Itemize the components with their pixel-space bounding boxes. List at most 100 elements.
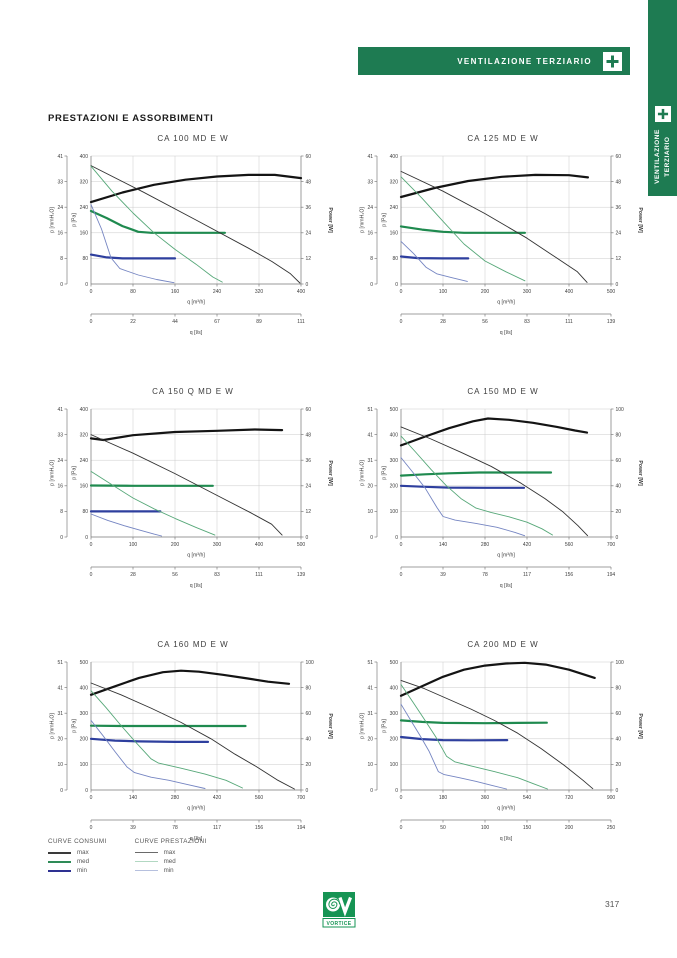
legend-item: med xyxy=(48,857,107,866)
svg-text:p [mmH₂O]: p [mmH₂O] xyxy=(360,207,366,233)
svg-text:41: 41 xyxy=(367,154,373,160)
svg-text:10: 10 xyxy=(367,762,373,768)
svg-text:280: 280 xyxy=(481,542,490,548)
svg-text:51: 51 xyxy=(367,407,373,413)
svg-text:39: 39 xyxy=(130,825,136,831)
svg-text:160: 160 xyxy=(171,289,180,295)
svg-text:300: 300 xyxy=(390,711,399,717)
curve-prestazioni-med xyxy=(400,176,526,282)
svg-text:0: 0 xyxy=(395,788,398,794)
legend-group-title: CURVE PRESTAZIONI xyxy=(134,838,207,845)
svg-text:0: 0 xyxy=(400,319,403,325)
svg-text:400: 400 xyxy=(390,685,399,691)
medical-cross-icon xyxy=(603,51,622,71)
svg-text:100: 100 xyxy=(390,762,399,768)
legend-group: CURVE CONSUMI max med min xyxy=(48,838,107,875)
svg-text:100: 100 xyxy=(616,660,625,666)
logo-text: VORTICE xyxy=(326,921,351,927)
svg-text:0: 0 xyxy=(85,788,88,794)
svg-text:400: 400 xyxy=(80,154,89,160)
curve-consumi-min xyxy=(89,737,210,744)
svg-text:q [m³/h]: q [m³/h] xyxy=(497,300,515,306)
vortice-logo: VORTICE xyxy=(322,891,356,933)
curve-consumi-med xyxy=(399,471,553,477)
svg-text:Power [W]: Power [W] xyxy=(637,460,643,486)
svg-text:12: 12 xyxy=(306,509,312,515)
svg-text:80: 80 xyxy=(130,289,136,295)
svg-text:280: 280 xyxy=(171,795,180,801)
curve-prestazioni-med xyxy=(90,470,216,536)
svg-text:8: 8 xyxy=(60,256,63,262)
svg-text:0: 0 xyxy=(306,788,309,794)
svg-text:20: 20 xyxy=(616,509,622,515)
curve-consumi-max xyxy=(89,669,291,696)
curve-consumi-min xyxy=(399,735,509,742)
svg-text:100: 100 xyxy=(481,825,490,831)
curve-prestazioni-max xyxy=(90,165,301,284)
legend-item: min xyxy=(134,866,207,875)
curve-prestazioni-max xyxy=(90,682,295,790)
svg-text:0: 0 xyxy=(90,795,93,801)
svg-text:194: 194 xyxy=(607,572,616,578)
svg-text:80: 80 xyxy=(82,509,88,515)
svg-text:400: 400 xyxy=(390,432,399,438)
svg-text:q [l/s]: q [l/s] xyxy=(190,836,203,842)
curve-prestazioni-max xyxy=(90,434,283,536)
svg-text:300: 300 xyxy=(523,289,532,295)
svg-text:320: 320 xyxy=(390,179,399,185)
svg-text:320: 320 xyxy=(80,432,89,438)
svg-text:33: 33 xyxy=(57,432,63,438)
chart-canvas: 0102031415101002003004005000204060801000… xyxy=(360,660,644,842)
curve-prestazioni-min xyxy=(90,204,175,284)
svg-text:100: 100 xyxy=(439,289,448,295)
curve-prestazioni-max xyxy=(400,170,588,283)
curve-prestazioni-max xyxy=(400,679,594,790)
svg-text:700: 700 xyxy=(607,542,616,548)
svg-text:41: 41 xyxy=(367,432,373,438)
legend-line-swatch xyxy=(134,852,158,853)
svg-text:p [mmH₂O]: p [mmH₂O] xyxy=(360,713,366,739)
curve-consumi-med xyxy=(399,719,548,725)
svg-text:200: 200 xyxy=(565,825,574,831)
svg-text:16: 16 xyxy=(57,484,63,490)
svg-text:400: 400 xyxy=(255,542,264,548)
svg-text:60: 60 xyxy=(616,711,622,717)
svg-text:0: 0 xyxy=(90,572,93,578)
svg-text:80: 80 xyxy=(392,256,398,262)
svg-text:q [m³/h]: q [m³/h] xyxy=(497,553,515,559)
svg-text:31: 31 xyxy=(367,458,373,464)
svg-text:160: 160 xyxy=(80,484,89,490)
curve-prestazioni-max xyxy=(400,426,589,537)
svg-text:194: 194 xyxy=(297,825,306,831)
legend-line-swatch xyxy=(48,860,71,863)
svg-text:41: 41 xyxy=(367,685,373,691)
svg-text:240: 240 xyxy=(80,205,89,211)
svg-text:500: 500 xyxy=(390,660,399,666)
spiral-icon xyxy=(328,898,341,909)
svg-text:20: 20 xyxy=(367,484,373,490)
svg-text:160: 160 xyxy=(390,231,399,237)
curve-consumi-max xyxy=(399,173,589,199)
svg-text:0: 0 xyxy=(395,535,398,541)
curve-consumi-min xyxy=(399,484,526,489)
svg-text:p [mmH₂O]: p [mmH₂O] xyxy=(360,460,366,486)
svg-text:24: 24 xyxy=(306,231,312,237)
svg-text:139: 139 xyxy=(607,319,616,325)
svg-text:12: 12 xyxy=(306,256,312,262)
curve-prestazioni-min xyxy=(90,719,206,789)
svg-text:p [Pa]: p [Pa] xyxy=(382,466,388,480)
svg-text:0: 0 xyxy=(90,542,93,548)
svg-text:60: 60 xyxy=(306,154,312,160)
svg-text:200: 200 xyxy=(481,289,490,295)
svg-text:0: 0 xyxy=(370,535,373,541)
svg-text:31: 31 xyxy=(367,711,373,717)
svg-text:24: 24 xyxy=(616,231,622,237)
chart-title: CA 150 Q MD E W xyxy=(152,387,234,396)
chart-canvas: 0102031415101002003004005000204060801000… xyxy=(360,407,644,589)
svg-text:100: 100 xyxy=(306,660,315,666)
medical-cross-icon xyxy=(654,106,671,123)
svg-text:51: 51 xyxy=(57,660,63,666)
svg-text:60: 60 xyxy=(306,407,312,413)
svg-text:0: 0 xyxy=(306,282,309,288)
svg-text:400: 400 xyxy=(297,289,306,295)
